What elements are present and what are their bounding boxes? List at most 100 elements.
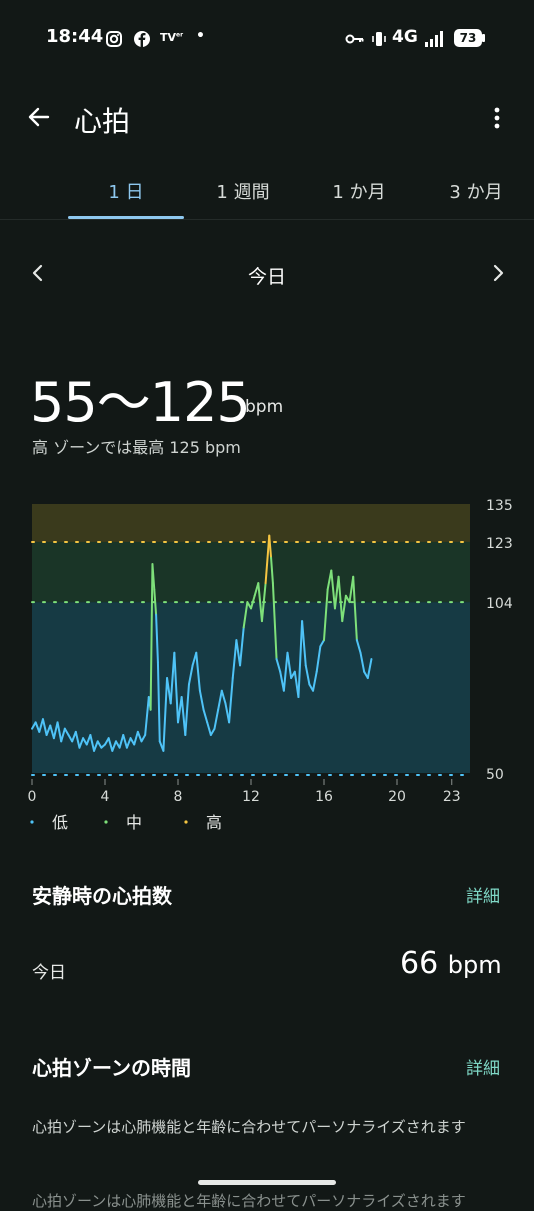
hr-line-segment <box>34 721 41 733</box>
hr-line-segment <box>52 721 59 740</box>
x-tick-label: 4 <box>101 789 110 805</box>
hr-line-segment <box>312 670 318 692</box>
next-day-button[interactable] <box>488 262 508 284</box>
x-tick-label: 16 <box>315 789 333 805</box>
hr-line-segment <box>242 601 249 629</box>
resting-hr-value: 66 bpm <box>400 946 502 981</box>
hr-line-segment <box>355 639 362 654</box>
hr-line-segment <box>315 645 322 673</box>
hr-line-segment <box>96 740 103 749</box>
hr-line-segment <box>107 737 114 752</box>
hr-line-segment <box>93 740 99 752</box>
hr-line-segment <box>89 734 96 752</box>
hr-line-segment <box>38 718 44 733</box>
battery-tip <box>482 34 485 42</box>
vpn-key-icon <box>345 30 364 48</box>
previous-day-button[interactable] <box>28 262 48 284</box>
hr-line-segment <box>156 661 161 743</box>
zone-description-faded: 心拍ゾーンは心肺機能と年齢に合わせてパーソナライズされます <box>32 1192 466 1210</box>
hr-line-segment <box>304 664 311 686</box>
hr-line-segment <box>330 569 336 610</box>
hr-line-segment <box>282 651 289 692</box>
back-button[interactable] <box>26 104 52 130</box>
resting-hr-title: 安静時の心拍数 <box>32 884 172 908</box>
y-tick-label: 123 <box>486 536 513 552</box>
hr-line-segment <box>63 727 70 737</box>
hr-line-segment <box>180 696 187 737</box>
hr-line-segment <box>268 534 273 559</box>
x-tick-label: 8 <box>174 789 183 805</box>
tab-three-months[interactable]: 3 か月 <box>449 182 503 203</box>
more-vert-icon <box>494 107 500 129</box>
hr-line-segment <box>206 721 212 737</box>
hr-line-segment <box>359 651 366 673</box>
hr-line-segment <box>187 664 194 686</box>
instagram-icon <box>105 30 123 48</box>
legend-marker-0 <box>30 820 34 824</box>
hr-line-segment <box>133 730 139 746</box>
hr-line-segment <box>257 582 263 623</box>
hr-line-segment <box>270 556 274 585</box>
hr-line-segment <box>271 582 278 661</box>
resting-today-label: 今日 <box>32 963 66 983</box>
hr-line-segment <box>198 689 205 711</box>
zone-band-1 <box>32 541 470 603</box>
resting-hr-number: 66 <box>400 946 439 981</box>
hr-line-segment <box>74 730 81 749</box>
hr-line-segment <box>217 689 223 711</box>
date-label: 今日 <box>247 266 286 288</box>
resting-hr-unit: bpm <box>447 951 502 979</box>
heart-rate-range: 55〜125 <box>30 371 251 434</box>
hr-line-segment <box>209 727 216 737</box>
hr-line-segment <box>366 658 373 680</box>
signal-icon <box>424 30 443 48</box>
tab-week[interactable]: 1 週間 <box>216 182 270 203</box>
status-bar: 18:44 TVer • 4G 73 <box>0 0 534 76</box>
status-time: 18:44 <box>46 26 104 47</box>
hr-line-segment <box>286 651 293 680</box>
hr-line-segment <box>260 582 267 623</box>
resting-hr-detail-link[interactable]: 詳細 <box>466 887 500 907</box>
zone-band-2 <box>32 504 470 542</box>
hr-line-segment <box>41 718 48 737</box>
zone-band-0 <box>32 602 470 773</box>
hr-line-segment <box>118 734 125 749</box>
y-tick-label: 104 <box>486 596 513 612</box>
home-indicator[interactable] <box>198 1180 336 1185</box>
hr-line-segment <box>111 740 117 752</box>
battery-icon: 73 <box>454 29 482 47</box>
heart-rate-subtitle: 高 ゾーンでは最高 125 bpm <box>32 438 241 457</box>
hr-line-segment <box>155 613 159 664</box>
legend-label-0: 低 <box>52 813 68 832</box>
hr-line-segment <box>140 734 147 743</box>
hr-line-segment <box>297 620 304 699</box>
hr-line-segment <box>220 689 227 705</box>
hr-line-segment <box>323 588 329 642</box>
hr-line-segment <box>184 683 190 737</box>
zone-time-detail-link[interactable]: 詳細 <box>466 1059 500 1079</box>
chevron-right-icon <box>493 264 504 282</box>
x-tick-label: 12 <box>242 789 260 805</box>
tver-icon: TVer <box>160 31 184 44</box>
hr-line-segment <box>45 724 52 737</box>
tab-indicator <box>68 216 184 219</box>
hr-line-segment <box>153 588 158 616</box>
more-options-button[interactable] <box>486 104 508 132</box>
hr-line-segment <box>228 677 234 724</box>
hr-line-segment <box>177 696 183 724</box>
x-tick-label: 0 <box>28 789 37 805</box>
tab-month[interactable]: 1 か月 <box>332 182 386 203</box>
hr-line-segment <box>49 724 55 740</box>
chevron-left-icon <box>32 264 43 282</box>
tabs-divider <box>0 219 534 220</box>
hr-line-segment <box>341 594 347 623</box>
hr-line-segment <box>144 696 150 737</box>
hr-line-segment <box>352 575 358 642</box>
hr-line-segment <box>169 651 176 705</box>
hr-line-segment <box>149 563 154 711</box>
hr-line-segment <box>333 575 340 610</box>
network-type: 4G <box>392 27 418 47</box>
hr-line-segment <box>136 730 143 743</box>
hr-line-segment <box>195 651 201 692</box>
tab-day[interactable]: 1 日 <box>108 182 144 203</box>
